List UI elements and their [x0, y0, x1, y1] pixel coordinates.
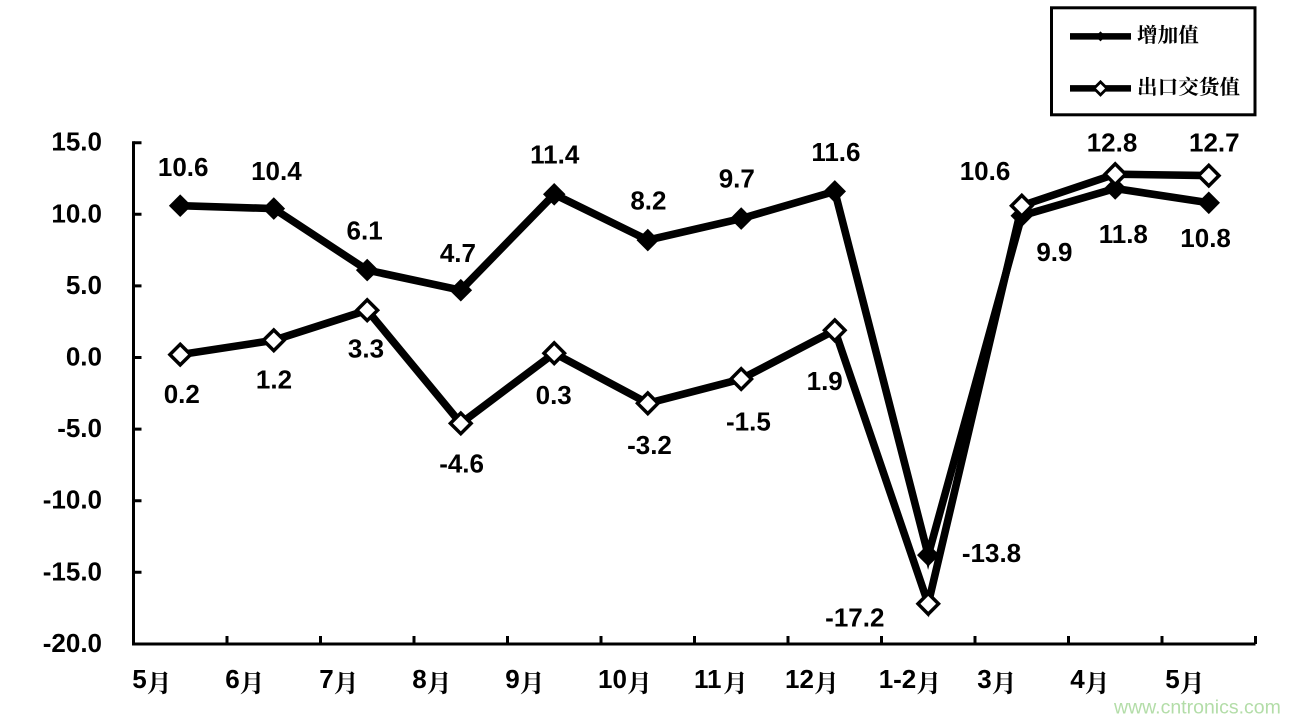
svg-text:3.3: 3.3	[348, 334, 384, 364]
svg-text:10.4: 10.4	[251, 156, 302, 186]
svg-text:10.6: 10.6	[158, 152, 209, 182]
svg-text:0.3: 0.3	[536, 380, 572, 410]
svg-text:5: 5	[1165, 664, 1179, 694]
svg-text:12.7: 12.7	[1189, 128, 1240, 158]
svg-text:4: 4	[1070, 664, 1085, 694]
svg-text:6: 6	[225, 664, 239, 694]
svg-text:12.8: 12.8	[1087, 128, 1138, 158]
svg-text:-17.2: -17.2	[825, 603, 884, 633]
svg-text:9.9: 9.9	[1036, 237, 1072, 267]
svg-text:11: 11	[694, 664, 722, 694]
svg-text:11.6: 11.6	[811, 137, 860, 167]
svg-text:10.0: 10.0	[51, 198, 102, 228]
svg-text:11.8: 11.8	[1099, 219, 1148, 249]
svg-text:10.8: 10.8	[1180, 223, 1231, 253]
svg-text:10: 10	[598, 664, 627, 694]
svg-text:-1.5: -1.5	[726, 407, 771, 437]
svg-text:0.0: 0.0	[66, 342, 102, 372]
svg-text:9.7: 9.7	[719, 163, 755, 193]
svg-text:10.6: 10.6	[960, 156, 1011, 186]
svg-text:1.2: 1.2	[256, 364, 292, 394]
svg-text:8.2: 8.2	[630, 186, 666, 216]
svg-text:7: 7	[319, 664, 333, 694]
svg-text:3: 3	[977, 664, 991, 694]
svg-text:-10.0: -10.0	[43, 485, 102, 515]
svg-text:4.7: 4.7	[440, 238, 476, 268]
svg-text:0.2: 0.2	[164, 379, 200, 409]
svg-text:www.cntronics.com: www.cntronics.com	[1113, 697, 1281, 719]
svg-text:-4.6: -4.6	[439, 449, 484, 479]
svg-text:1-2: 1-2	[879, 664, 917, 694]
svg-text:8: 8	[412, 664, 426, 694]
svg-text:6.1: 6.1	[347, 216, 383, 246]
svg-text:-13.8: -13.8	[962, 538, 1021, 568]
svg-text:1.9: 1.9	[807, 366, 843, 396]
svg-text:-15.0: -15.0	[43, 556, 102, 586]
svg-text:5: 5	[132, 664, 146, 694]
svg-text:9: 9	[505, 664, 519, 694]
svg-text:-20.0: -20.0	[43, 628, 102, 658]
svg-text:-3.2: -3.2	[627, 430, 672, 460]
svg-text:5.0: 5.0	[66, 270, 102, 300]
svg-text:15.0: 15.0	[51, 127, 102, 157]
svg-text:12: 12	[785, 664, 814, 694]
svg-text:-5.0: -5.0	[57, 413, 102, 443]
svg-text:11.4: 11.4	[530, 140, 580, 170]
